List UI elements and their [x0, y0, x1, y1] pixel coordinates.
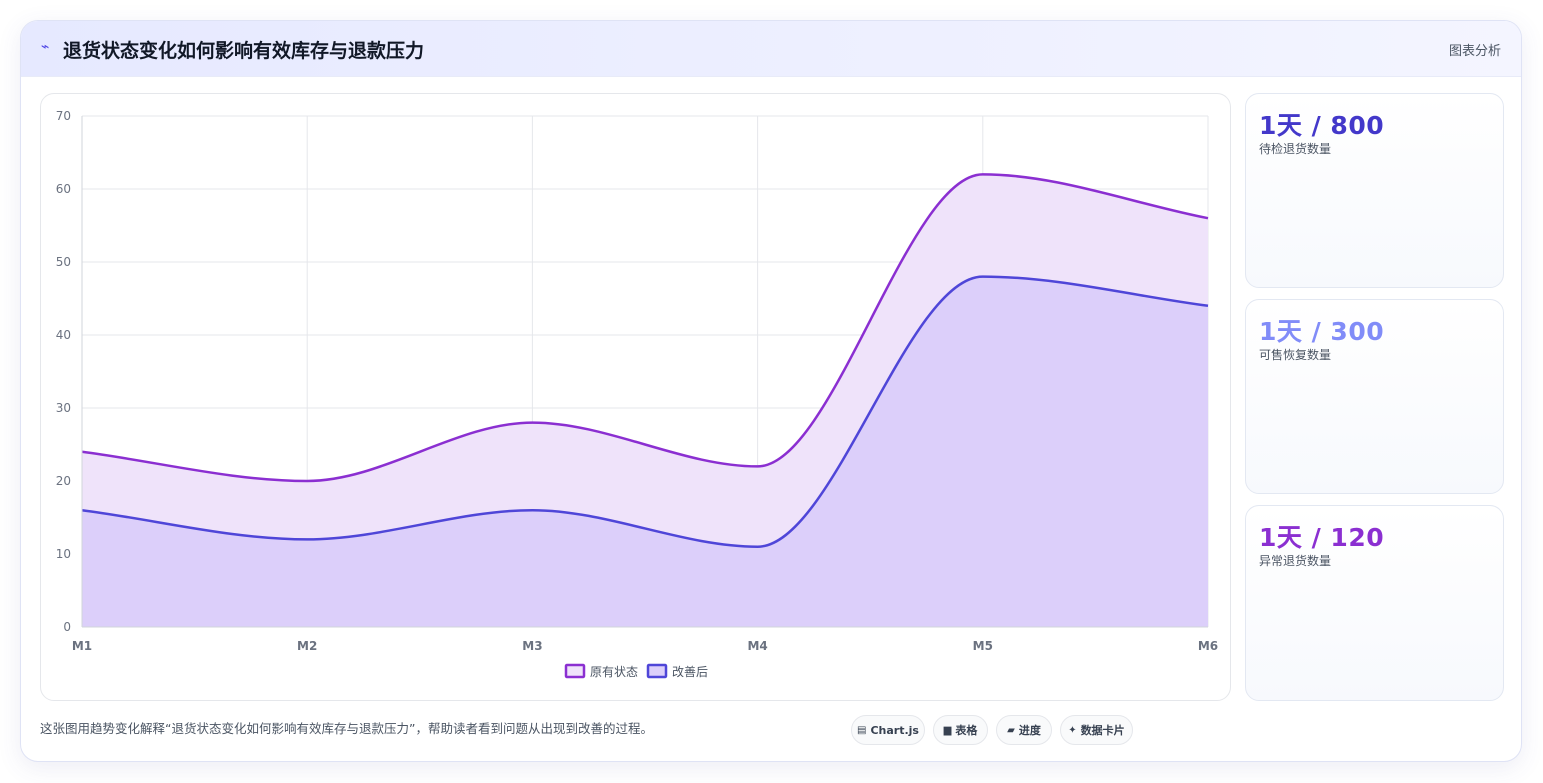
stat-label: 异常退货数量 — [1259, 554, 1332, 568]
x-tick-label: M2 — [297, 639, 317, 653]
chart-panel: 0 10 20 30 40 50 60 70 M1 M2 M3 M4 M5 M6 原有状态 改善后 — [40, 93, 1231, 701]
y-tick-label: 40 — [56, 328, 71, 342]
stat-value: 1天 / 300 — [1259, 317, 1385, 346]
stat-label: 可售恢复数量 — [1259, 348, 1332, 362]
y-tick-label: 10 — [56, 547, 71, 561]
area-chart: 0 10 20 30 40 50 60 70 M1 M2 M3 M4 M5 M6 原有状态 改善后 — [56, 109, 1218, 679]
chip-data-card[interactable]: ✦ 数据卡片 — [1060, 715, 1133, 745]
legend-label: 原有状态 — [590, 665, 638, 679]
y-tick-label: 30 — [56, 401, 71, 415]
legend-swatch — [564, 663, 586, 679]
y-tick-label: 0 — [63, 620, 71, 634]
series-line-0 — [81, 173, 1209, 483]
chip-table[interactable]: ▆ 表格 — [933, 715, 988, 745]
legend-label: 改善后 — [672, 664, 708, 679]
y-tick-label: 70 — [56, 109, 71, 123]
y-tick-label: 60 — [56, 182, 71, 196]
stat-card-resellable: 1天 / 300 可售恢复数量 — [1245, 299, 1504, 494]
legend-swatch — [646, 663, 668, 679]
stat-card-abnormal: 1天 / 120 异常退货数量 — [1245, 505, 1504, 701]
chip-label: 数据卡片 — [1080, 724, 1125, 737]
trend-icon: ⌁ — [41, 39, 50, 55]
stat-label: 待检退货数量 — [1259, 142, 1332, 156]
x-tick-label: M6 — [1198, 639, 1218, 653]
x-tick-label: M5 — [973, 639, 993, 653]
chart-card: ⌁ 退货状态变化如何影响有效库存与退款压力 图表分析 0 10 20 30 40 50 60… — [20, 20, 1522, 762]
chart-icon: ▤ — [857, 724, 867, 736]
card-header: ⌁ 退货状态变化如何影响有效库存与退款压力 图表分析 — [21, 21, 1521, 77]
stat-value: 1天 / 800 — [1259, 111, 1385, 140]
chip-label: 进度 — [1018, 724, 1041, 737]
series-line-1 — [81, 275, 1209, 548]
x-tick-label: M4 — [747, 639, 767, 653]
chart-description: 这张图用趋势变化解释“退货状态变化如何影响有效库存与退款压力”，帮助读者看到问题… — [40, 721, 653, 736]
page-title: 退货状态变化如何影响有效库存与退款压力 — [63, 40, 425, 62]
chip-label: 表格 — [955, 724, 978, 737]
stat-value: 1天 / 120 — [1259, 523, 1385, 552]
y-tick-label: 20 — [56, 474, 71, 488]
stat-card-pending: 1天 / 800 待检退货数量 — [1245, 93, 1504, 288]
progress-icon: ▰ — [1007, 724, 1015, 736]
y-tick-label: 50 — [56, 255, 71, 269]
table-icon: ▆ — [943, 724, 952, 736]
x-tick-label: M3 — [522, 639, 542, 653]
chip-progress[interactable]: ▰ 进度 — [996, 715, 1052, 745]
chart-analysis-tag: 图表分析 — [1448, 44, 1501, 59]
chip-label: Chart.js — [870, 723, 919, 737]
x-tick-label: M1 — [72, 639, 92, 653]
series-area-1 — [82, 276, 1208, 627]
chip-chartjs[interactable]: ▤ Chart.js — [851, 715, 925, 745]
sparkle-icon: ✦ — [1068, 724, 1077, 736]
